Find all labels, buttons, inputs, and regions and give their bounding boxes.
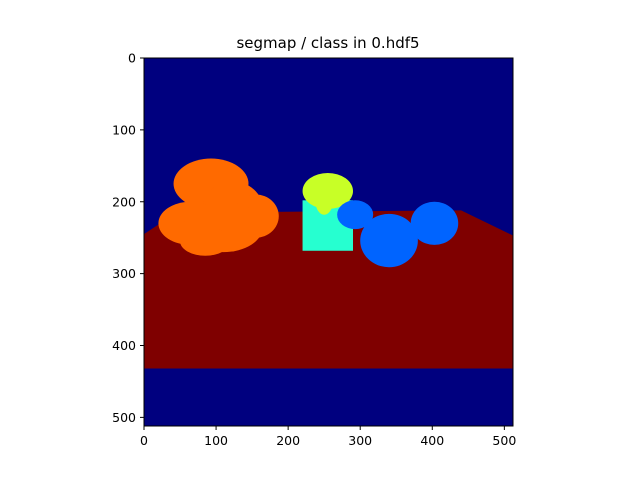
region-blue-objects-blob (337, 200, 374, 230)
segmentation-image (144, 58, 513, 426)
heatmap-plot (143, 57, 514, 427)
region-blue-objects-blob (410, 201, 459, 245)
x-tick-label: 0 (140, 433, 148, 448)
y-tick-label: 400 (112, 338, 136, 353)
x-tick-label: 500 (492, 433, 516, 448)
y-tick-label: 100 (112, 122, 136, 137)
y-tick-label: 500 (112, 410, 136, 425)
x-tick-label: 400 (420, 433, 444, 448)
x-tick-label: 300 (348, 433, 372, 448)
y-tick-label: 200 (112, 194, 136, 209)
x-tick-label: 100 (204, 433, 228, 448)
region-orange-objects-blob (180, 226, 231, 256)
y-axis: 0 100 200 300 400 500 (112, 51, 144, 425)
y-tick-label: 300 (112, 266, 136, 281)
chart-title: segmap / class in 0.hdf5 (236, 34, 419, 52)
region-yellow-green-object-blob (315, 188, 333, 215)
y-tick-label: 0 (128, 51, 136, 66)
plot-frame (143, 57, 514, 427)
x-tick-label: 200 (276, 433, 300, 448)
region-blue-objects-blob (360, 213, 418, 268)
x-axis: 0 100 200 300 400 500 (140, 426, 516, 448)
